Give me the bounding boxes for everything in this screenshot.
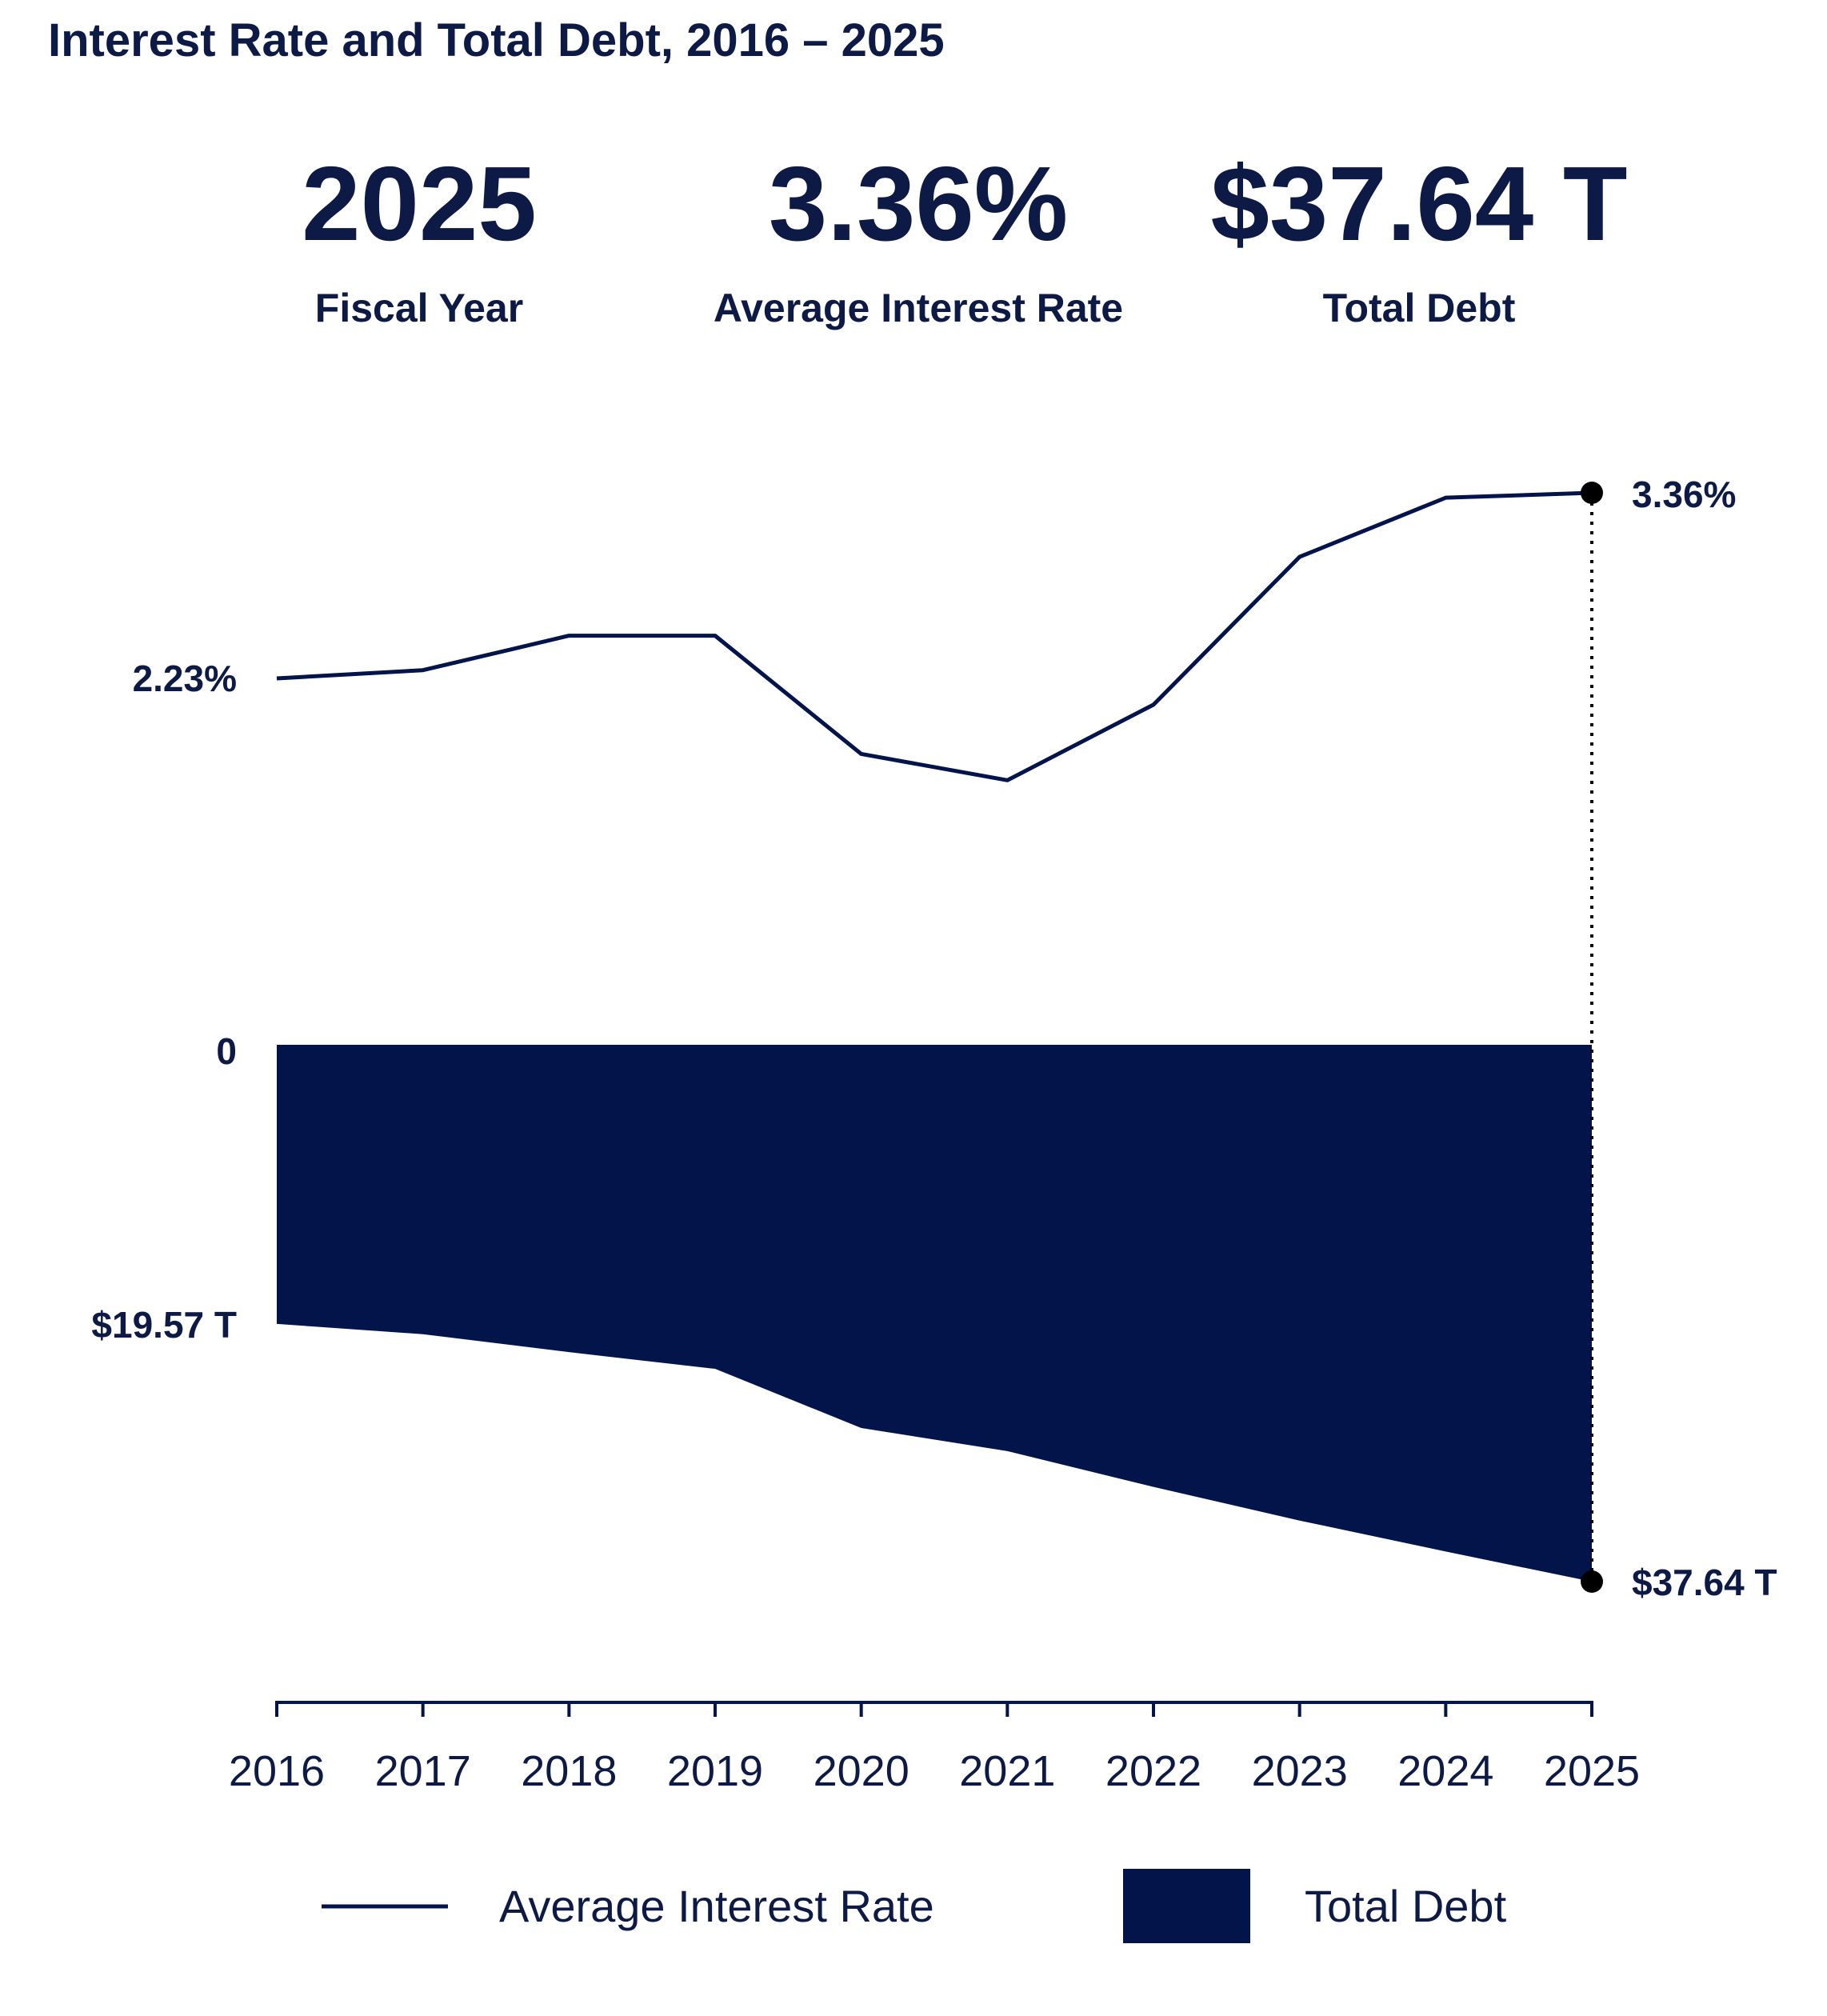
legend-label-rate: Average Interest Rate xyxy=(499,1881,934,1931)
x-tick-label: 2018 xyxy=(521,1747,617,1795)
x-tick-label: 2017 xyxy=(375,1747,471,1795)
x-tick-label: 2020 xyxy=(814,1747,910,1795)
stat-label: Total Debt xyxy=(1323,286,1516,330)
average-interest-rate-line xyxy=(276,490,1593,782)
stat-value: 2025 xyxy=(302,145,537,262)
debt-start-label: $19.57 T xyxy=(91,1304,237,1346)
stat-label: Average Interest Rate xyxy=(714,286,1123,330)
x-tick-label: 2016 xyxy=(229,1747,325,1795)
stat-value: 3.36% xyxy=(769,145,1068,262)
debt-end-marker xyxy=(1581,1570,1603,1593)
x-tick-label: 2019 xyxy=(667,1747,763,1795)
rate-end-label: 3.36% xyxy=(1632,474,1736,515)
stat-total-debt: $37.64 T Total Debt xyxy=(1210,145,1627,330)
stat-label: Fiscal Year xyxy=(315,286,523,330)
x-axis: 2016 2017 2018 2019 2020 2021 2022 2023 2024 2025 xyxy=(229,1701,1640,1795)
plot-area xyxy=(276,482,1603,1593)
stat-value: $37.64 T xyxy=(1210,145,1627,262)
stat-fiscal-year: 2025 Fiscal Year xyxy=(302,145,537,330)
rate-start-label: 2.23% xyxy=(133,658,237,699)
stat-average-interest-rate: 3.36% Average Interest Rate xyxy=(714,145,1123,330)
x-tick-label: 2021 xyxy=(959,1747,1055,1795)
rate-end-marker xyxy=(1581,482,1603,504)
legend-label-debt: Total Debt xyxy=(1305,1881,1507,1931)
debt-end-label: $37.64 T xyxy=(1632,1562,1777,1603)
total-debt-area xyxy=(277,1045,1592,1582)
x-tick-label: 2024 xyxy=(1397,1747,1493,1795)
debt-zero-label: 0 xyxy=(216,1030,237,1072)
legend: Average Interest Rate Total Debt xyxy=(322,1869,1507,1943)
chart-title: Interest Rate and Total Debt, 2016 – 202… xyxy=(48,14,945,66)
x-tick-label: 2022 xyxy=(1105,1747,1201,1795)
legend-area-swatch xyxy=(1123,1869,1250,1943)
x-tick-label: 2025 xyxy=(1544,1747,1640,1795)
x-tick-label: 2023 xyxy=(1252,1747,1348,1795)
